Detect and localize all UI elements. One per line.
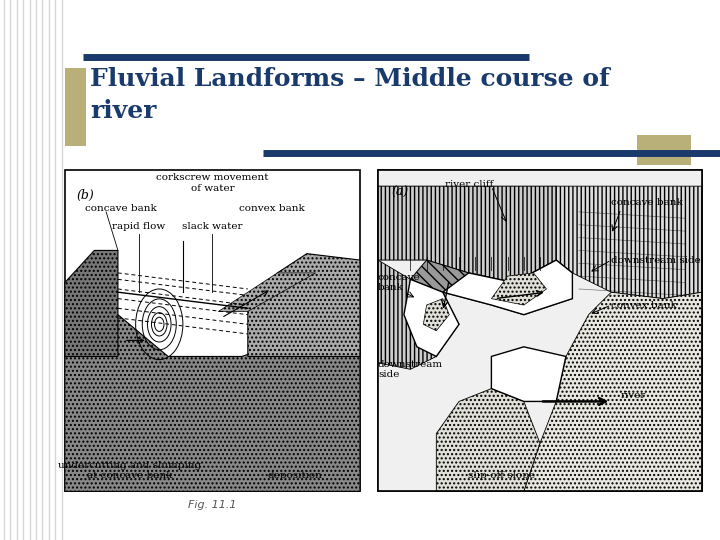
Text: slip-off slope: slip-off slope xyxy=(467,471,535,480)
Polygon shape xyxy=(218,273,316,312)
Text: Fluvial Landforms – Middle course of
river: Fluvial Landforms – Middle course of riv… xyxy=(90,68,610,123)
Text: convex bank: convex bank xyxy=(238,204,305,213)
Polygon shape xyxy=(524,292,702,491)
Bar xyxy=(637,135,691,165)
Polygon shape xyxy=(404,279,459,356)
Text: convex bank: convex bank xyxy=(611,301,677,309)
Text: corkscrew movement
of water: corkscrew movement of water xyxy=(156,173,269,193)
Text: undercutting and slumping
at concave bank: undercutting and slumping at concave ban… xyxy=(58,461,202,480)
Text: concave bank: concave bank xyxy=(611,198,683,207)
Polygon shape xyxy=(423,299,449,330)
Text: concave bank: concave bank xyxy=(86,204,157,213)
Text: river: river xyxy=(621,390,647,400)
Text: downstream side: downstream side xyxy=(611,255,701,265)
Bar xyxy=(378,170,702,491)
Text: river cliff: river cliff xyxy=(444,180,493,189)
Polygon shape xyxy=(443,260,572,315)
Text: downstream
side: downstream side xyxy=(378,360,443,379)
Polygon shape xyxy=(65,315,360,491)
Bar xyxy=(378,170,702,491)
Polygon shape xyxy=(436,389,540,491)
Text: (a): (a) xyxy=(391,186,408,199)
Polygon shape xyxy=(248,254,360,356)
Polygon shape xyxy=(556,186,702,299)
Text: slack water: slack water xyxy=(182,222,243,231)
Polygon shape xyxy=(410,260,572,315)
Text: rapid flow: rapid flow xyxy=(112,222,165,231)
Text: Fig. 11.1: Fig. 11.1 xyxy=(188,500,237,510)
Text: (b): (b) xyxy=(76,190,94,202)
Polygon shape xyxy=(378,260,459,369)
Polygon shape xyxy=(491,273,546,305)
Polygon shape xyxy=(491,347,566,401)
Text: deposition: deposition xyxy=(268,471,323,480)
Polygon shape xyxy=(378,186,556,282)
Text: concave
bank: concave bank xyxy=(378,273,420,292)
Bar xyxy=(65,68,86,146)
Bar xyxy=(65,170,360,491)
Bar xyxy=(378,170,702,491)
Polygon shape xyxy=(65,251,118,356)
